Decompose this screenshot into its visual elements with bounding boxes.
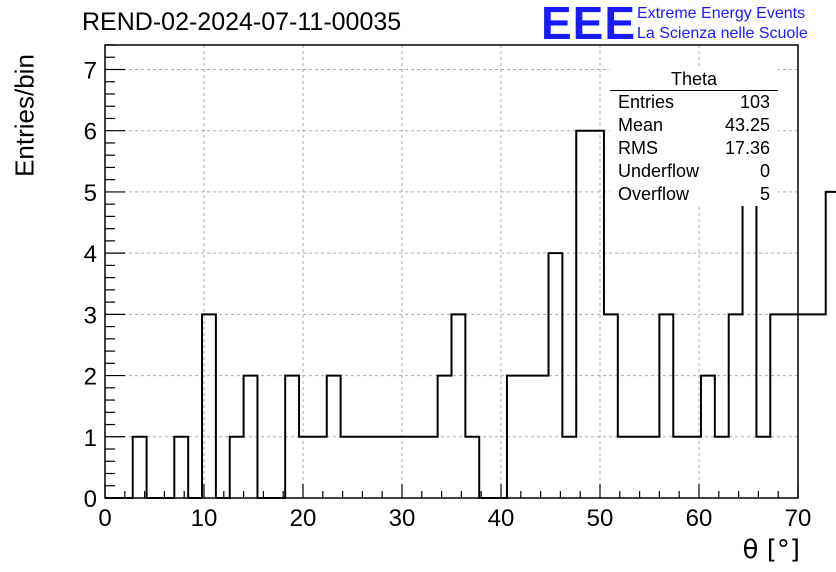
stats-row-underflow: Underflow 0 xyxy=(610,160,778,183)
stats-label: Mean xyxy=(618,115,664,135)
stats-value: 103 xyxy=(739,92,770,112)
stats-label: Underflow xyxy=(618,161,700,181)
stats-value: 43.25 xyxy=(724,115,770,135)
x-tick-label: 40 xyxy=(488,505,515,532)
y-tick-label: 0 xyxy=(84,486,97,513)
y-tick-label: 6 xyxy=(84,119,97,146)
y-tick-label: 4 xyxy=(84,241,97,268)
x-axis-label: θ [°] xyxy=(742,535,800,565)
stats-box: Theta Entries 103 Mean 43.25 RMS 17.36 U… xyxy=(610,68,778,206)
y-tick-label: 7 xyxy=(84,57,97,84)
x-tick-label: 20 xyxy=(290,505,317,532)
x-tick-label: 60 xyxy=(686,505,713,532)
x-tick-label: 50 xyxy=(587,505,614,532)
x-tick-label: 70 xyxy=(785,505,812,532)
x-tick-label: 30 xyxy=(389,505,416,532)
eee-logo: EEE xyxy=(541,0,637,49)
stats-title: Theta xyxy=(610,68,778,91)
axis-ticks xyxy=(104,44,799,499)
stats-row-entries: Entries 103 xyxy=(610,91,778,114)
y-tick-label: 2 xyxy=(84,364,97,391)
y-tick-label: 3 xyxy=(84,302,97,329)
stats-label: RMS xyxy=(618,138,658,158)
stats-value: 17.36 xyxy=(724,138,770,158)
y-tick-label: 5 xyxy=(84,180,97,207)
histogram-series xyxy=(105,68,836,499)
stats-value: 5 xyxy=(759,184,770,204)
brand-text: Extreme Energy Events La Scienza nelle S… xyxy=(637,4,808,44)
stats-row-rms: RMS 17.36 xyxy=(610,137,778,160)
stats-row-overflow: Overflow 5 xyxy=(610,183,778,206)
chart-title: REND-02-2024-07-11-00035 xyxy=(82,8,402,36)
brand-line-1: Extreme Energy Events xyxy=(637,5,806,22)
brand-line-2: La Scienza nelle Scuole xyxy=(637,25,808,42)
stats-label: Overflow xyxy=(618,184,690,204)
stats-label: Entries xyxy=(618,92,675,112)
x-tick-label: 0 xyxy=(98,505,111,532)
y-axis-label: Entries/bin xyxy=(9,54,40,177)
stats-value: 0 xyxy=(759,161,770,181)
y-tick-label: 1 xyxy=(84,425,97,452)
plot-frame xyxy=(104,44,799,499)
y-axis-tick-labels: 0 1 2 3 4 5 6 7 xyxy=(84,57,97,513)
x-axis-tick-labels: 0 10 20 30 40 50 60 70 xyxy=(98,505,811,532)
stats-row-mean: Mean 43.25 xyxy=(610,114,778,137)
x-tick-label: 10 xyxy=(191,505,218,532)
